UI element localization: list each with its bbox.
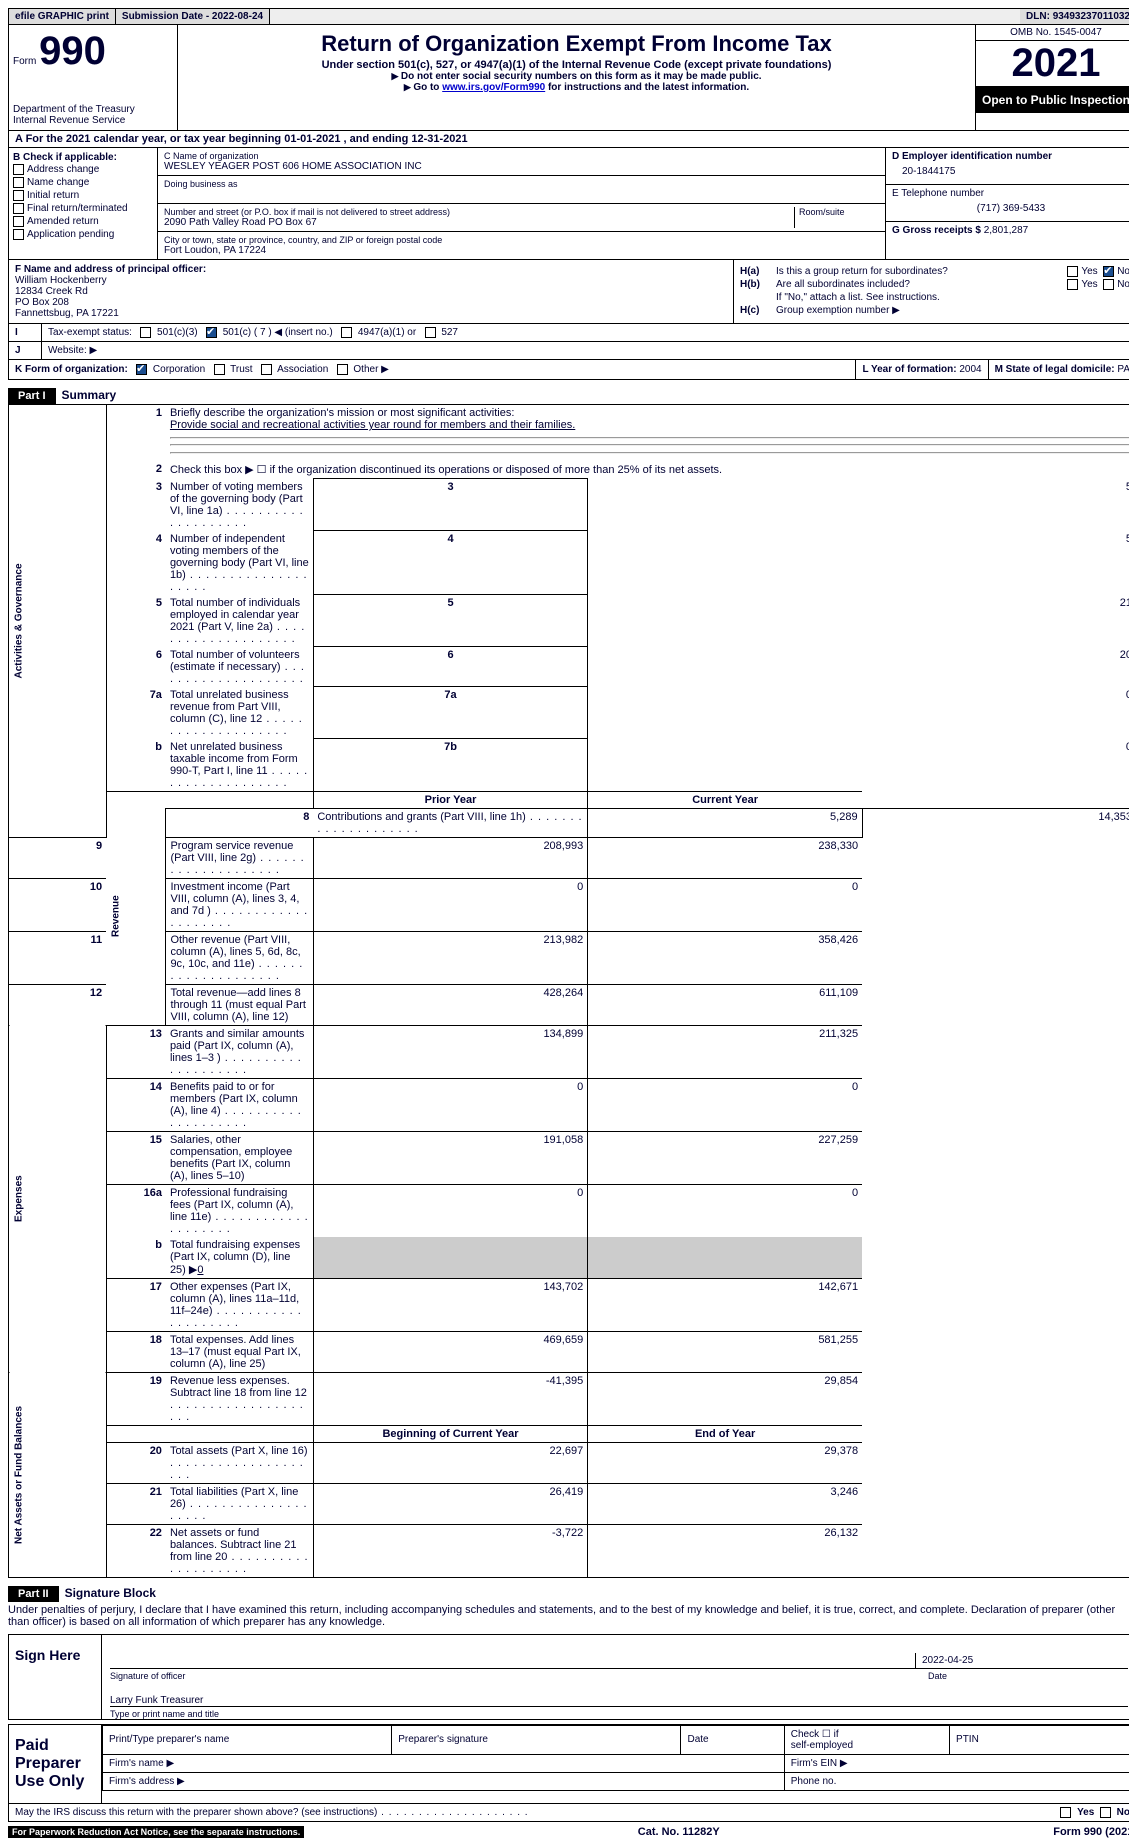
org-city: Fort Loudon, PA 17224: [164, 245, 879, 256]
summary-table: Activities & Governance 1 Briefly descri…: [8, 404, 1129, 1578]
section-f-h: F Name and address of principal officer:…: [8, 260, 1129, 324]
part-1-badge: Part I: [8, 388, 56, 404]
dln: DLN: 93493237011032: [1020, 9, 1129, 24]
section-i-j: I Tax-exempt status: 501(c)(3) 501(c) ( …: [8, 324, 1129, 342]
signature-block: Sign Here 2022-04-25 Signature of office…: [8, 1634, 1129, 1720]
paid-preparer-block: Paid Preparer Use Only Print/Type prepar…: [8, 1724, 1129, 1804]
org-street: 2090 Path Valley Road PO Box 67: [164, 217, 790, 228]
page-footer: For Paperwork Reduction Act Notice, see …: [8, 1826, 1129, 1838]
dept-irs: Internal Revenue Service: [13, 115, 173, 126]
instr-ssn: Do not enter social security numbers on …: [182, 71, 971, 82]
telephone: (717) 369-5433: [892, 199, 1129, 218]
form-subtitle: Under section 501(c), 527, or 4947(a)(1)…: [182, 59, 971, 71]
section-k-l-m: K Form of organization: Corporation Trus…: [8, 360, 1129, 380]
form-number: 990: [39, 29, 106, 73]
top-bar: efile GRAPHIC print Submission Date - 20…: [8, 8, 1129, 25]
open-public-badge: Open to Public Inspection: [976, 87, 1129, 113]
efile-print-button[interactable]: efile GRAPHIC print: [9, 9, 116, 24]
omb-number: OMB No. 1545-0047: [976, 25, 1129, 41]
submission-date: Submission Date - 2022-08-24: [116, 9, 270, 24]
dept-treasury: Department of the Treasury: [13, 104, 173, 115]
org-name: WESLEY YEAGER POST 606 HOME ASSOCIATION …: [164, 161, 879, 172]
ein: 20-1844175: [892, 162, 1129, 181]
section-c: C Name of organization WESLEY YEAGER POS…: [158, 148, 886, 259]
form-label: Form: [13, 56, 36, 67]
irs-discuss-row: May the IRS discuss this return with the…: [8, 1804, 1129, 1822]
irs-link[interactable]: www.irs.gov/Form990: [442, 82, 545, 93]
form-title: Return of Organization Exempt From Incom…: [182, 31, 971, 57]
gross-receipts: 2,801,287: [984, 225, 1029, 236]
line-a-calendar-year: A For the 2021 calendar year, or tax yea…: [8, 131, 1129, 148]
tax-year: 2021: [976, 41, 1129, 87]
part-2-badge: Part II: [8, 1586, 59, 1602]
section-d-e-g: D Employer identification number 20-1844…: [886, 148, 1129, 259]
instr-link: Go to www.irs.gov/Form990 for instructio…: [182, 82, 971, 93]
section-b: B Check if applicable: Address change Na…: [9, 148, 158, 259]
section-b-c-d: B Check if applicable: Address change Na…: [8, 148, 1129, 260]
form-header: Form 990 Department of the Treasury Inte…: [8, 25, 1129, 131]
perjury-text: Under penalties of perjury, I declare th…: [8, 1602, 1129, 1630]
